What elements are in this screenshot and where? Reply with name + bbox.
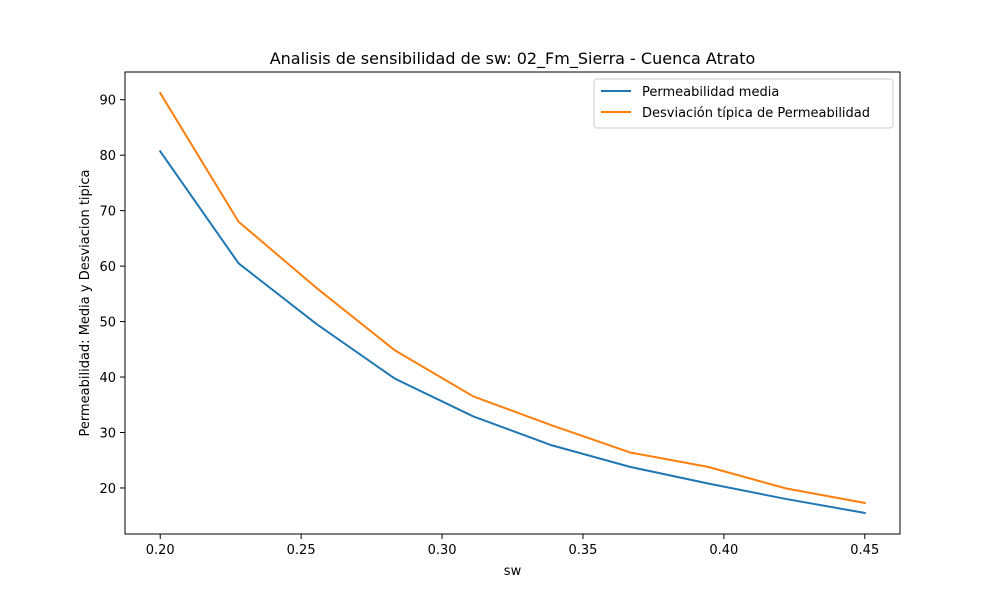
legend-box bbox=[593, 78, 894, 129]
plot-area bbox=[124, 71, 901, 535]
series-lines bbox=[158, 91, 866, 515]
y-tick-label: 50 bbox=[99, 316, 116, 331]
y-tick-label: 60 bbox=[99, 260, 116, 275]
legend: Permeabilidad media Desviación típica de… bbox=[593, 78, 894, 129]
axes-frame bbox=[124, 71, 901, 535]
x-axis: 0.20 0.25 0.30 0.35 0.40 0.45 bbox=[146, 534, 879, 558]
x-tick-label: 0.25 bbox=[287, 543, 316, 558]
y-tick-label: 70 bbox=[99, 205, 116, 220]
y-tick-label: 40 bbox=[99, 371, 116, 386]
series-line-desviacion-tipica bbox=[158, 91, 866, 505]
y-tick-label: 90 bbox=[99, 94, 116, 109]
y-tick-label: 20 bbox=[99, 482, 116, 497]
legend-label-permeabilidad-media: Permeabilidad media bbox=[642, 85, 779, 100]
x-axis-label: sw bbox=[504, 564, 522, 579]
x-tick-label: 0.45 bbox=[850, 543, 879, 558]
legend-label-desviacion-tipica: Desviación típica de Permeabilidad bbox=[642, 106, 870, 121]
x-tick-label: 0.30 bbox=[428, 543, 457, 558]
chart-title: Analisis de sensibilidad de sw: 02_Fm_Si… bbox=[270, 49, 756, 69]
x-tick-label: 0.20 bbox=[146, 543, 175, 558]
y-tick-label: 80 bbox=[99, 149, 116, 164]
y-axis: 20 30 40 50 60 70 80 90 bbox=[99, 94, 125, 497]
x-tick-label: 0.40 bbox=[709, 543, 738, 558]
y-axis-label: Permeabilidad: Media y Desviacion tipica bbox=[78, 169, 93, 436]
series-line-permeabilidad-media bbox=[158, 149, 866, 515]
y-tick-label: 30 bbox=[99, 427, 116, 442]
x-tick-label: 0.35 bbox=[568, 543, 597, 558]
